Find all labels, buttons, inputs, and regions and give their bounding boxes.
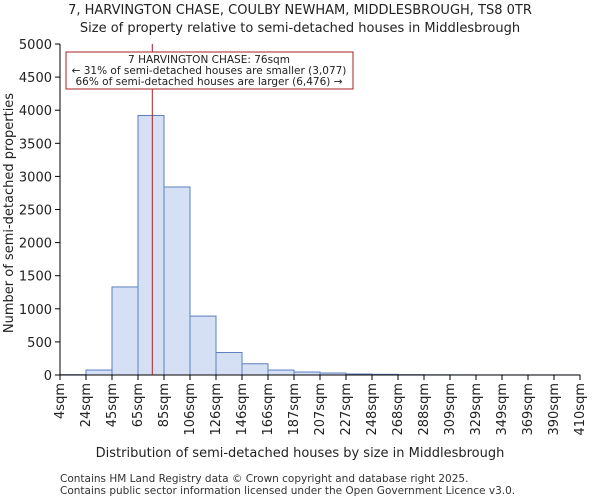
annotation-line-3: 66% of semi-detached houses are larger (… <box>75 76 342 88</box>
annotation-line-1: 7 HARVINGTON CHASE: 76sqm <box>128 54 290 66</box>
y-tick-label: 5000 <box>19 38 52 53</box>
x-tick-label: 166sqm <box>261 383 276 436</box>
histogram-bar <box>215 351 243 376</box>
x-tick-label: 288sqm <box>417 383 432 436</box>
histogram-bar <box>267 369 295 376</box>
x-tick-label: 248sqm <box>365 383 380 436</box>
chart-subtitle: Size of property relative to semi-detach… <box>80 21 520 36</box>
x-tick-label: 329sqm <box>469 383 484 436</box>
histogram-bar <box>111 286 139 376</box>
x-tick-label: 146sqm <box>235 383 250 436</box>
x-tick-label: 369sqm <box>521 383 536 436</box>
annotation-box: 7 HARVINGTON CHASE: 76sqm ← 31% of semi-… <box>65 51 354 90</box>
y-tick-label: 500 <box>27 336 52 351</box>
x-tick-label: 126sqm <box>209 383 224 436</box>
histogram-bar <box>163 186 191 376</box>
x-tick-label: 85sqm <box>157 383 172 427</box>
y-tick-label: 2500 <box>19 204 52 219</box>
y-tick-label: 3000 <box>19 170 52 185</box>
x-tick-label: 410sqm <box>573 383 588 436</box>
x-tick-label: 45sqm <box>105 383 120 427</box>
x-tick-label: 349sqm <box>495 383 510 436</box>
y-tick-label: 3500 <box>19 137 52 152</box>
chart-title: 7, HARVINGTON CHASE, COULBY NEWHAM, MIDD… <box>68 3 532 18</box>
x-tick-label: 309sqm <box>443 383 458 436</box>
histogram-bar <box>85 369 113 376</box>
x-tick-label: 207sqm <box>313 383 328 436</box>
x-tick-label: 4sqm <box>53 383 68 419</box>
y-tick-label: 2000 <box>19 237 52 252</box>
annotation-line-2: ← 31% of semi-detached houses are smalle… <box>72 65 347 77</box>
x-axis-label: Distribution of semi-detached houses by … <box>96 446 505 461</box>
y-tick-label: 0 <box>44 369 52 384</box>
footer-line-1: Contains HM Land Registry data © Crown c… <box>60 473 468 485</box>
x-tick-label: 65sqm <box>131 383 146 427</box>
histogram-bar <box>241 363 269 376</box>
y-tick-label: 4500 <box>19 71 52 86</box>
x-tick-label: 390sqm <box>547 383 562 436</box>
x-tick-label: 187sqm <box>287 383 302 436</box>
bars-group <box>59 114 581 376</box>
x-axis-ticks: 4sqm 24sqm 45sqm 65sqm 85sqm 106sqm 126sqm 146s… <box>53 375 588 436</box>
y-axis-ticks: 0 500 1000 1500 2000 2500 3000 3500 4000 4500 5000 <box>19 38 60 384</box>
x-tick-label: 24sqm <box>79 383 94 427</box>
y-axis-label: Number of semi-detached properties <box>2 93 17 333</box>
histogram-bar <box>189 315 217 376</box>
x-tick-label: 106sqm <box>183 383 198 436</box>
x-tick-label: 227sqm <box>339 383 354 436</box>
y-tick-label: 1500 <box>19 270 52 285</box>
y-tick-label: 1000 <box>19 303 52 318</box>
footer-line-2: Contains public sector information licen… <box>60 485 515 497</box>
histogram-bar <box>137 114 165 376</box>
x-tick-label: 268sqm <box>391 383 406 436</box>
y-tick-label: 4000 <box>19 104 52 119</box>
